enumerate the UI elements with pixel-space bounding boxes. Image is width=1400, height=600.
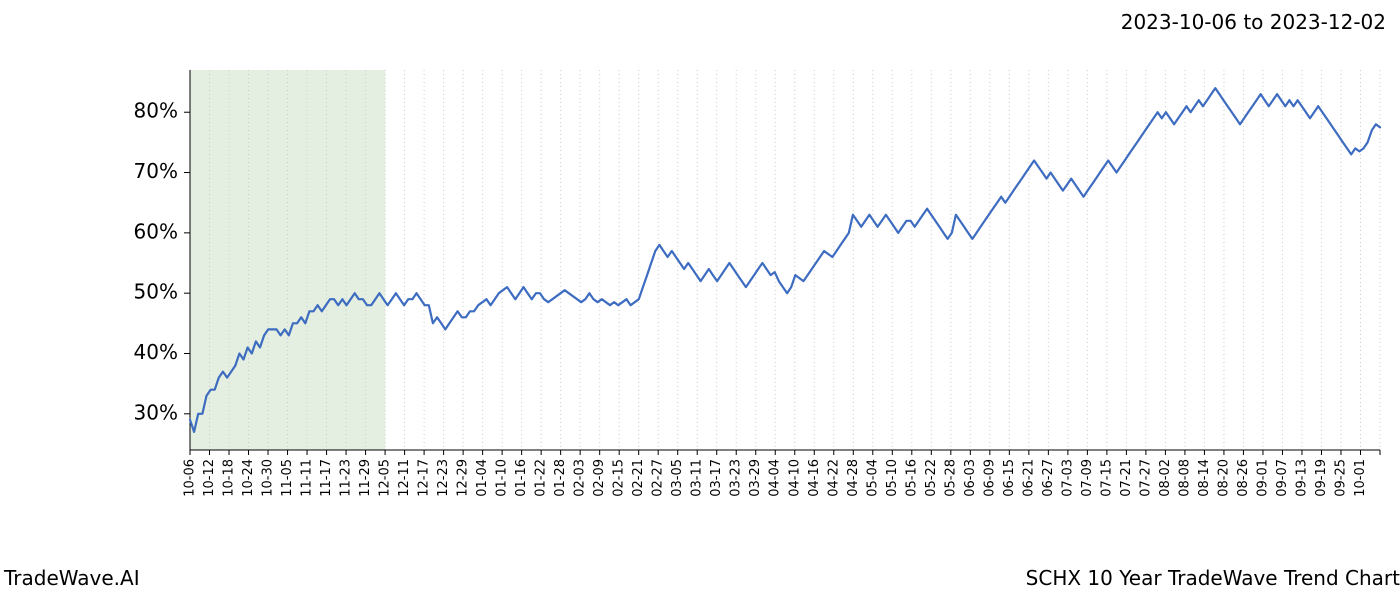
ytick-label: 80% — [134, 99, 178, 123]
xtick-label: 08-02 — [1158, 459, 1173, 497]
xtick-label: 01-28 — [553, 459, 568, 497]
xtick-label: 03-11 — [690, 459, 705, 497]
xtick-label: 05-28 — [943, 459, 958, 497]
xtick-label: 01-10 — [495, 459, 510, 497]
xtick-label: 12-11 — [397, 459, 412, 497]
xtick-label: 04-04 — [768, 459, 783, 497]
xtick-label: 10-30 — [261, 459, 276, 497]
xtick-label: 06-03 — [963, 459, 978, 497]
xtick-label: 10-06 — [183, 459, 198, 497]
xtick-label: 07-27 — [1138, 459, 1153, 497]
xtick-label: 04-28 — [846, 459, 861, 497]
xtick-label: 09-25 — [1333, 459, 1348, 497]
xtick-label: 12-29 — [456, 459, 471, 497]
date-range-label: 2023-10-06 to 2023-12-02 — [1121, 10, 1386, 34]
chart-area: 30% 40% 50% 60% 70% 80% 10-06 10-12 10-18 10-24 10… — [0, 40, 1400, 540]
xtick-label: 05-22 — [924, 459, 939, 497]
xtick-label: 12-05 — [378, 459, 393, 497]
xtick-label: 11-29 — [358, 459, 373, 497]
xtick-label: 01-22 — [534, 459, 549, 497]
xtick-label: 04-22 — [826, 459, 841, 497]
xtick-label: 03-17 — [709, 459, 724, 497]
xtick-label: 05-04 — [865, 459, 880, 497]
xtick-label: 09-19 — [1314, 459, 1329, 497]
xtick-label: 08-26 — [1236, 459, 1251, 497]
xtick-label: 02-15 — [612, 459, 627, 497]
xtick-label: 05-16 — [904, 459, 919, 497]
xtick-label: 06-09 — [982, 459, 997, 497]
xtick-label: 03-23 — [729, 459, 744, 497]
ytick-label: 50% — [134, 280, 178, 304]
xtick-label: 10-24 — [241, 459, 256, 497]
xtick-label: 09-07 — [1275, 459, 1290, 497]
xtick-label: 07-09 — [1080, 459, 1095, 497]
xtick-label: 05-10 — [885, 459, 900, 497]
ytick-label: 40% — [134, 340, 178, 364]
xtick-label: 07-21 — [1119, 459, 1134, 497]
xtick-label: 06-21 — [1021, 459, 1036, 497]
xtick-label: 02-03 — [573, 459, 588, 497]
xtick-label: 09-01 — [1255, 459, 1270, 497]
line-chart-svg: 30% 40% 50% 60% 70% 80% 10-06 10-12 10-18 10-24 10… — [0, 40, 1400, 540]
xtick-label: 02-27 — [651, 459, 666, 497]
xtick-label: 11-05 — [280, 459, 295, 497]
xtick-label: 07-03 — [1060, 459, 1075, 497]
xtick-label: 06-27 — [1041, 459, 1056, 497]
xtick-label: 12-23 — [436, 459, 451, 497]
ytick-label: 70% — [134, 159, 178, 183]
footer-title: SCHX 10 Year TradeWave Trend Chart — [1026, 566, 1400, 590]
xtick-label: 11-23 — [339, 459, 354, 497]
xtick-label: 04-16 — [807, 459, 822, 497]
xtick-label: 08-08 — [1177, 459, 1192, 497]
xtick-label: 10-01 — [1353, 459, 1368, 497]
xtick-label: 06-15 — [1002, 459, 1017, 497]
ytick-label: 30% — [134, 400, 178, 424]
xtick-label: 12-17 — [417, 459, 432, 497]
xtick-label: 11-17 — [319, 459, 334, 497]
footer-brand: TradeWave.AI — [4, 566, 140, 590]
xtick-label: 07-15 — [1099, 459, 1114, 497]
xtick-label: 11-11 — [300, 459, 315, 497]
ytick-label: 60% — [134, 219, 178, 243]
xtick-label: 10-18 — [222, 459, 237, 497]
xtick-label: 10-12 — [202, 459, 217, 497]
xtick-label: 08-14 — [1197, 459, 1212, 497]
xtick-label: 02-09 — [592, 459, 607, 497]
xtick-label: 01-16 — [514, 459, 529, 497]
xtick-label: 03-05 — [670, 459, 685, 497]
xtick-label: 08-20 — [1216, 459, 1231, 497]
xtick-label: 02-21 — [631, 459, 646, 497]
xtick-label: 03-29 — [748, 459, 763, 497]
xtick-label: 09-13 — [1294, 459, 1309, 497]
xtick-label: 04-10 — [787, 459, 802, 497]
xtick-label: 01-04 — [475, 459, 490, 497]
chart-container: 2023-10-06 to 2023-12-02 30% 40% 50% 60% 70%… — [0, 0, 1400, 600]
